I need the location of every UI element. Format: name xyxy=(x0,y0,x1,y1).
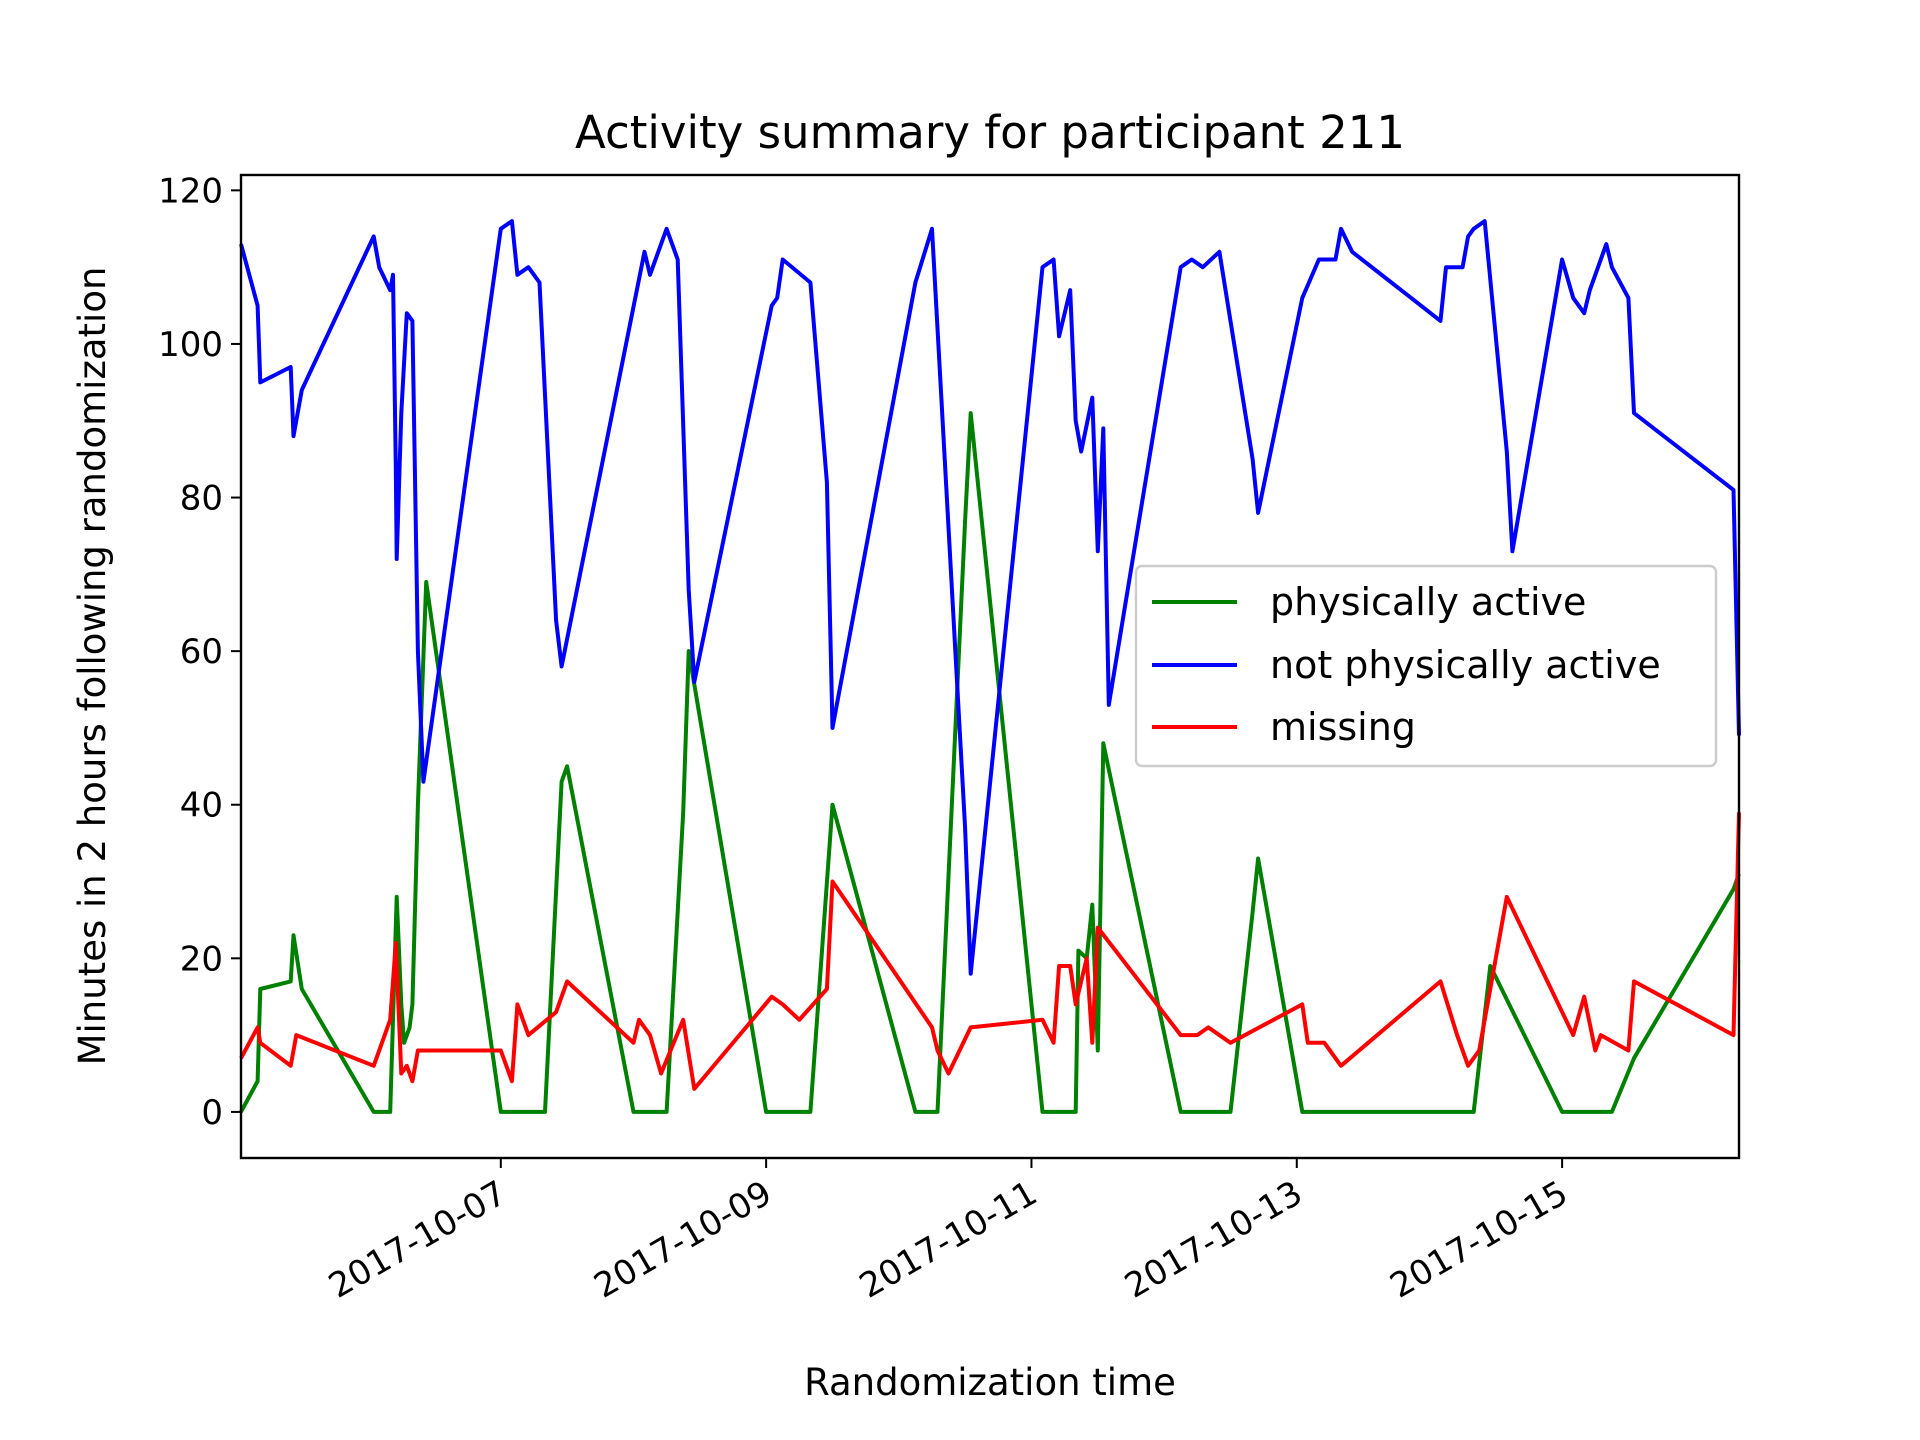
series-line-physically-active xyxy=(239,411,1741,1114)
chart-title: Activity summary for participant 211 xyxy=(575,106,1405,159)
y-axis: 0 20 40 60 80 100 120 xyxy=(158,171,241,1133)
series-layer xyxy=(239,219,1741,1114)
y-tick-label: 80 xyxy=(180,479,223,519)
legend-label-missing: missing xyxy=(1270,705,1416,749)
y-tick-label: 120 xyxy=(158,171,223,211)
y-tick-label: 40 xyxy=(180,786,223,826)
y-tick-label: 60 xyxy=(180,632,223,672)
legend-label-physically-active: physically active xyxy=(1270,580,1586,624)
x-axis-title: Randomization time xyxy=(804,1361,1176,1404)
series-line-missing xyxy=(239,812,1741,1091)
legend: physically active not physically active … xyxy=(1134,564,1718,768)
y-axis-title: Minutes in 2 hours following randomizati… xyxy=(71,267,114,1066)
y-tick-label: 20 xyxy=(180,939,223,979)
legend-label-not-physically-active: not physically active xyxy=(1270,643,1661,687)
legend-box xyxy=(1134,564,1718,768)
y-tick-label: 100 xyxy=(158,325,223,365)
plot-frame xyxy=(239,173,1741,1160)
y-tick-label: 0 xyxy=(201,1093,223,1133)
series-line-not-physically-active xyxy=(239,219,1741,976)
